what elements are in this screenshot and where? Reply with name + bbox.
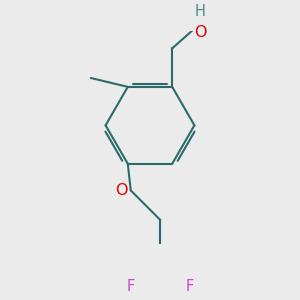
Text: O: O	[116, 183, 128, 198]
Text: F: F	[127, 279, 135, 294]
Text: O: O	[194, 25, 207, 40]
Text: H: H	[195, 4, 206, 19]
Text: F: F	[186, 279, 194, 294]
